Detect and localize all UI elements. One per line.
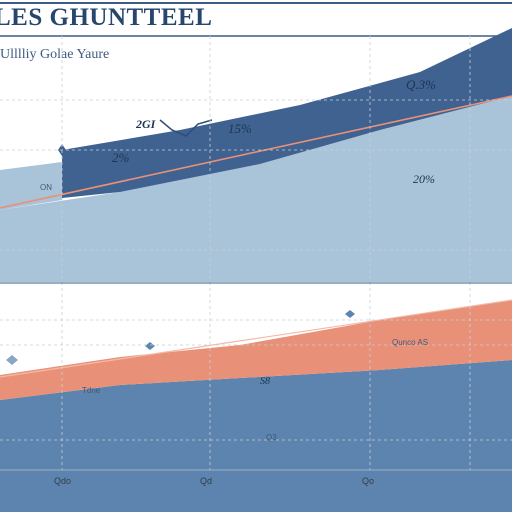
lower-marker-2 [345,310,355,318]
upper-lightblue-area [0,96,512,282]
label-15: 15% [228,121,252,136]
x-tick-1: Qdo [54,476,71,486]
upper-salmon-line [0,95,512,209]
label-2pct: 2% [112,150,130,165]
lower-marker-1 [145,342,155,350]
lower-white-band [0,284,512,290]
x-tick-3: Qo [362,476,374,486]
upper-sparkline [159,119,213,137]
lower-marker-3 [6,355,18,365]
x-tick-2: Qd [200,476,212,486]
lower-midblue-area [0,360,512,512]
label-q3: Q.3% [406,77,436,92]
chart-title: LES GHUNTTEEL [0,4,213,31]
label-s8: S8 [260,376,270,387]
label-on: ON [40,183,52,192]
label-20: 20% [413,172,435,186]
label-2gi: 2GI [135,117,157,131]
label-qunco: Qunco AS [392,338,428,347]
label-tdne: Tdne [82,386,101,395]
lower-salmon-area [0,300,512,400]
grid-lines [0,36,512,470]
lower-boundary-line [0,299,512,378]
label-q3-lower: Q3 [266,433,277,442]
upper-navy-area [62,28,512,198]
chart-subtitle: Ulllliy Golae Yaure [0,47,110,62]
